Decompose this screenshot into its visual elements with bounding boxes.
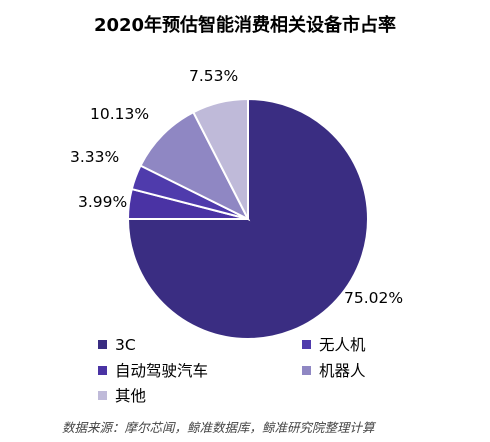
slice-value-label: 10.13%	[90, 105, 149, 123]
pie-slice-4	[139, 110, 251, 222]
legend-swatch	[98, 366, 107, 375]
source-note: 数据来源：摩尔芯闻，鲸准数据库，鲸准研究院整理计算	[62, 420, 377, 435]
legend-label: 其他	[115, 387, 146, 405]
pie-slice-5	[191, 97, 249, 220]
pie-slice-1	[126, 97, 369, 340]
slice-value-label: 3.99%	[78, 193, 127, 211]
legend-swatch	[98, 340, 107, 349]
legend-swatch	[98, 391, 107, 400]
legend-label: 自动驾驶汽车	[115, 362, 208, 380]
slice-value-label: 75.02%	[344, 289, 403, 307]
legend-label: 无人机	[319, 336, 366, 354]
slice-value-label: 7.53%	[189, 67, 238, 85]
chart-title: 2020年预估智能消费相关设备市占率	[94, 14, 396, 36]
legend-label: 3C	[115, 336, 136, 354]
pie-slices	[126, 97, 369, 340]
legend-swatch	[302, 340, 311, 349]
slice-value-labels: 75.02% 3.99% 3.33% 10.13% 7.53%	[70, 67, 403, 307]
slice-value-label: 3.33%	[70, 148, 119, 166]
legend-label: 机器人	[319, 362, 366, 380]
legend-swatch	[302, 366, 311, 375]
